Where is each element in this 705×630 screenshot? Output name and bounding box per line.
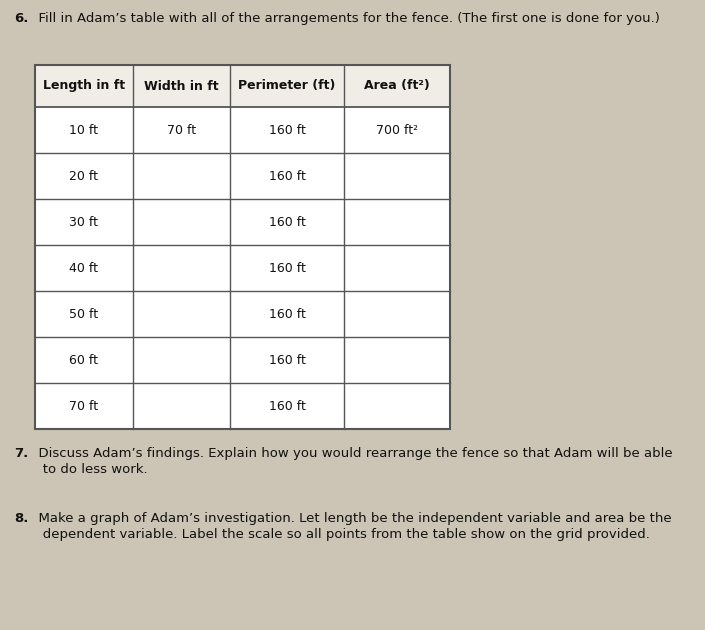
Text: to do less work.: to do less work. bbox=[30, 463, 147, 476]
Text: 160 ft: 160 ft bbox=[269, 169, 305, 183]
Text: Area (ft²): Area (ft²) bbox=[364, 79, 430, 93]
Text: 60 ft: 60 ft bbox=[69, 353, 98, 367]
Text: 10 ft: 10 ft bbox=[69, 123, 98, 137]
Text: Perimeter (ft): Perimeter (ft) bbox=[238, 79, 336, 93]
Text: 40 ft: 40 ft bbox=[69, 261, 98, 275]
Bar bbox=[35, 65, 450, 429]
Text: 160 ft: 160 ft bbox=[269, 215, 305, 229]
Text: Fill in Adam’s table with all of the arrangements for the fence. (The first one : Fill in Adam’s table with all of the arr… bbox=[30, 12, 660, 25]
Text: 30 ft: 30 ft bbox=[69, 215, 98, 229]
Text: 8.: 8. bbox=[14, 512, 28, 525]
Text: Discuss Adam’s findings. Explain how you would rearrange the fence so that Adam : Discuss Adam’s findings. Explain how you… bbox=[30, 447, 673, 460]
Text: Make a graph of Adam’s investigation. Let length be the independent variable and: Make a graph of Adam’s investigation. Le… bbox=[30, 512, 672, 525]
Text: 160 ft: 160 ft bbox=[269, 261, 305, 275]
Text: 7.: 7. bbox=[14, 447, 28, 460]
Text: 20 ft: 20 ft bbox=[69, 169, 98, 183]
Text: 50 ft: 50 ft bbox=[69, 307, 98, 321]
Text: 700 ft²: 700 ft² bbox=[376, 123, 418, 137]
Text: Length in ft: Length in ft bbox=[43, 79, 125, 93]
Text: 70 ft: 70 ft bbox=[166, 123, 196, 137]
Text: dependent variable. Label the scale so all points from the table show on the gri: dependent variable. Label the scale so a… bbox=[30, 528, 650, 541]
Bar bbox=[35, 65, 450, 429]
Text: 160 ft: 160 ft bbox=[269, 123, 305, 137]
Text: 160 ft: 160 ft bbox=[269, 353, 305, 367]
Text: Width in ft: Width in ft bbox=[144, 79, 219, 93]
Text: 6.: 6. bbox=[14, 12, 28, 25]
Text: 160 ft: 160 ft bbox=[269, 399, 305, 413]
Text: 160 ft: 160 ft bbox=[269, 307, 305, 321]
Bar bbox=[35, 65, 450, 107]
Text: 70 ft: 70 ft bbox=[69, 399, 98, 413]
